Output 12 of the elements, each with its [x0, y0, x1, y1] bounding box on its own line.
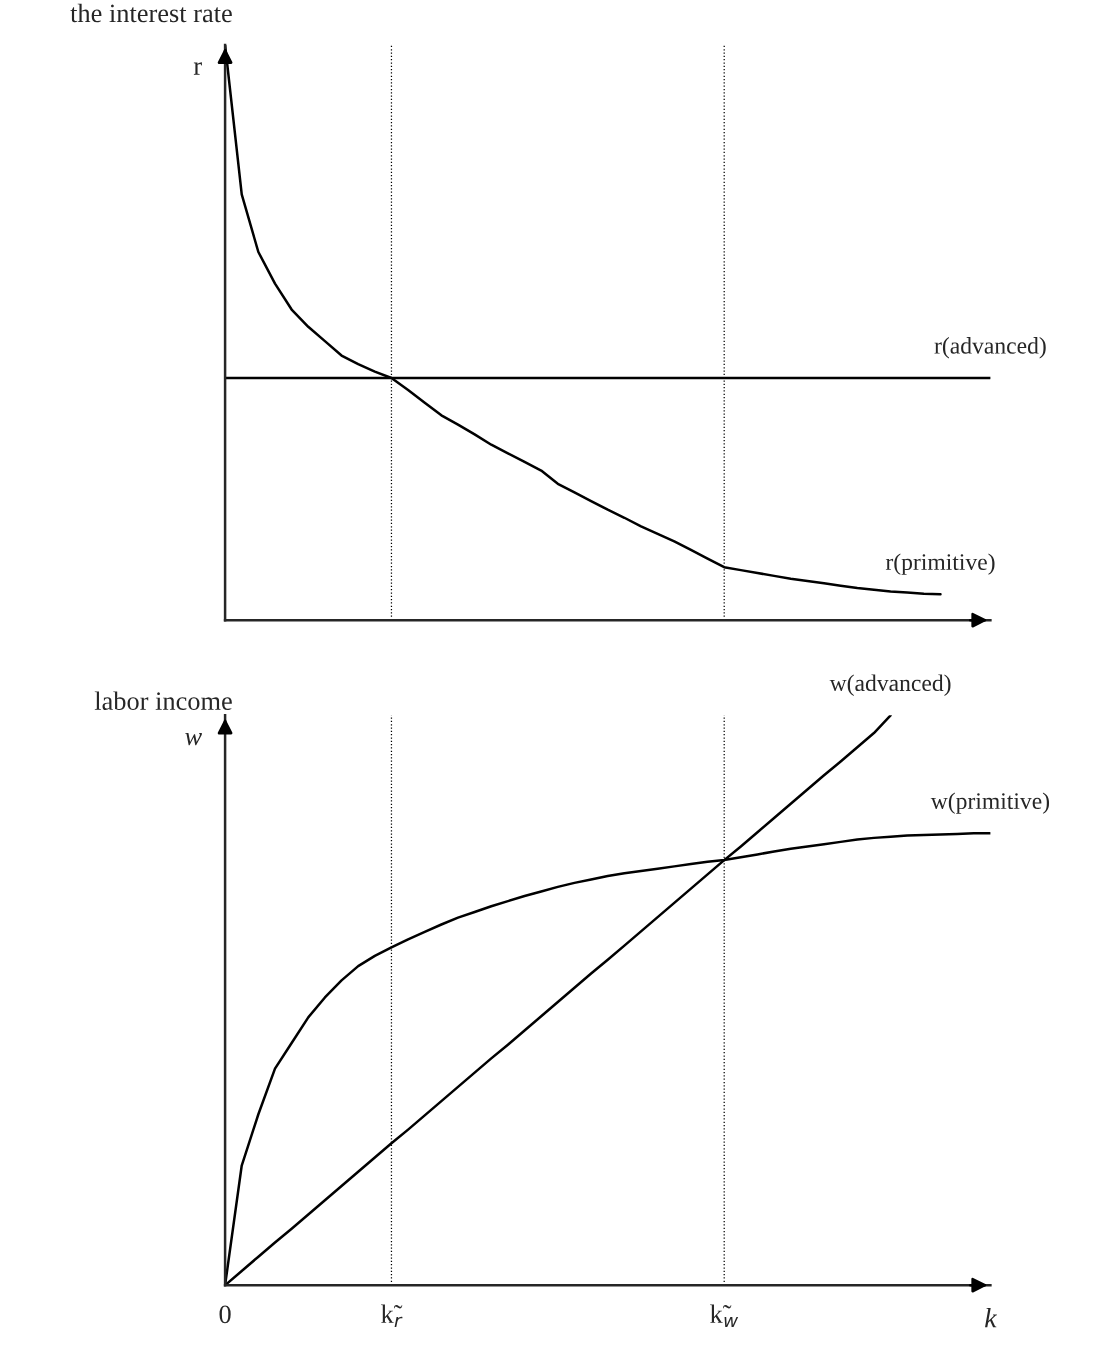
x-tick-label: 0: [219, 1305, 231, 1324]
series-label: w(primitive): [930, 792, 1050, 814]
x-axis-title: k: [985, 1307, 997, 1328]
y-axis-title: r: [193, 62, 202, 75]
chart-title: the interest rate: [70, 3, 232, 23]
series-label: r(primitive): [885, 553, 995, 575]
x-tick-label: k̃$_{r}$: [381, 1304, 403, 1328]
y-axis-title: w: [185, 732, 202, 746]
x-tick-label: k̃$_{w}$: [710, 1304, 739, 1328]
series-label: r(advanced): [934, 337, 1046, 359]
series-label: w(advanced): [829, 674, 951, 696]
chart-title: labor income: [94, 691, 232, 710]
